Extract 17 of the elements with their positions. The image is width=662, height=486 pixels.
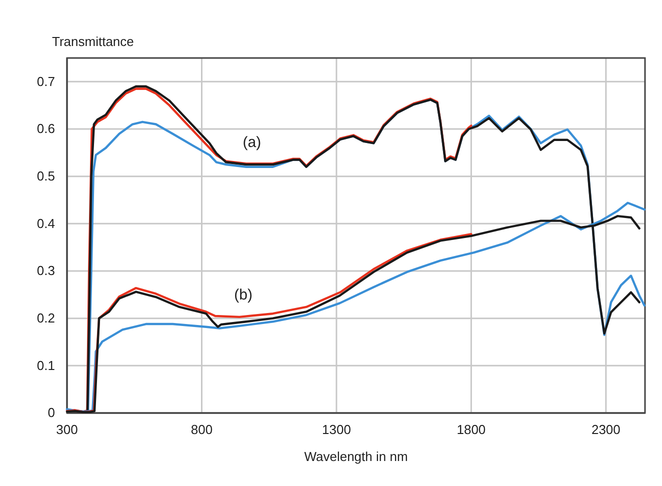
annotation: (b)	[234, 286, 252, 304]
y-axis-title: Transmittance	[52, 34, 134, 49]
y-tick-label: 0.2	[36, 310, 55, 326]
annotation: (a)	[242, 134, 262, 151]
y-tick-label: 0.1	[36, 358, 55, 373]
x-tick-label: 1800	[456, 422, 486, 438]
y-tick-label: 0.5	[36, 168, 55, 184]
x-tick-label: 2300	[591, 422, 620, 438]
y-tick-label: 0.3	[36, 263, 55, 278]
x-tick-label: 300	[56, 422, 78, 438]
y-tick-label: 0	[48, 405, 55, 420]
y-tick-label: 0.7	[36, 74, 55, 89]
x-tick-label: 1300	[322, 422, 351, 438]
x-axis-title: Wavelength in nm	[304, 449, 408, 464]
x-tick-label: 800	[190, 422, 213, 438]
y-tick-label: 0.6	[36, 121, 55, 136]
y-tick-label: 0.4	[36, 216, 55, 231]
